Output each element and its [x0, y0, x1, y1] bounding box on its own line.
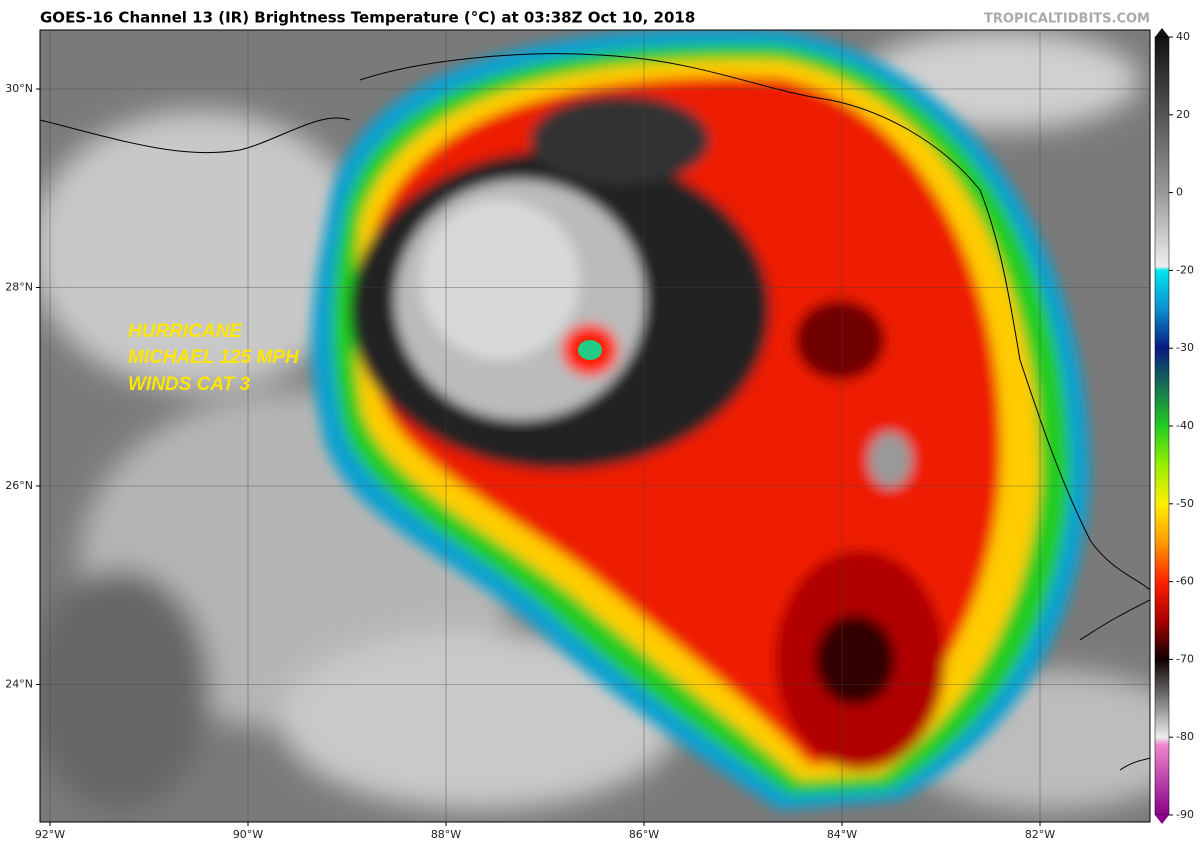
colorbar-label: -30	[1176, 341, 1194, 354]
colorbar-label: -80	[1176, 730, 1194, 743]
annotation: WINDS CAT 3	[128, 374, 251, 395]
source: TROPICALTIDBITS.COM	[984, 12, 1150, 27]
lon-label: 86°W	[629, 828, 659, 841]
lon-label: 88°W	[431, 828, 461, 841]
colorbar-label: 40	[1176, 30, 1190, 43]
lon-label: 84°W	[827, 828, 857, 841]
colorbar-label: -70	[1176, 652, 1194, 665]
colorbar-label: 0	[1176, 186, 1183, 199]
lat-label: 24°N	[5, 678, 33, 691]
lon-label: 82°W	[1025, 828, 1055, 841]
colorbar-label: -40	[1176, 419, 1194, 432]
colorbar-label: -20	[1176, 263, 1194, 276]
title: GOES-16 Channel 13 (IR) Brightness Tempe…	[40, 9, 695, 27]
lat-label: 30°N	[5, 82, 33, 95]
annotation: HURRICANE	[128, 321, 243, 342]
colorbar-label: 20	[1176, 108, 1190, 121]
lat-label: 26°N	[5, 479, 33, 492]
colorbar	[1154, 28, 1170, 824]
lat-label: 28°N	[5, 281, 33, 294]
map-frame	[39, 29, 1151, 823]
colorbar-label: -90	[1176, 808, 1194, 821]
colorbar-label: -60	[1176, 575, 1194, 588]
lon-label: 90°W	[233, 828, 263, 841]
annotation: MICHAEL 125 MPH	[128, 347, 300, 368]
lon-label: 92°W	[35, 828, 65, 841]
satellite-image: HURRICANE MICHAEL 125 MPH WINDS CAT 3	[40, 30, 1150, 822]
colorbar-label: -50	[1176, 497, 1194, 510]
